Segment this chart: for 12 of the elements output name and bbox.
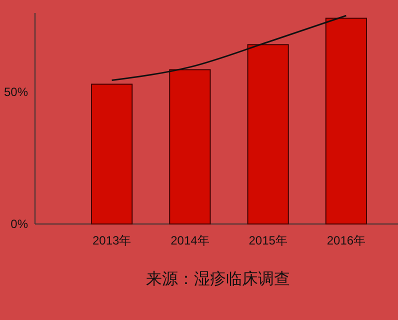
line-series bbox=[111, 14, 347, 82]
x-tick-label: 2015年 bbox=[248, 234, 288, 248]
x-tick-label: 2013年 bbox=[92, 234, 132, 248]
bar bbox=[169, 69, 211, 224]
y-tick-label: 0% bbox=[10, 216, 28, 231]
source-note: 来源：湿疹临床调查 bbox=[146, 269, 290, 288]
x-tick-label: 2016年 bbox=[326, 234, 366, 248]
x-tick-label: 2014年 bbox=[170, 234, 210, 248]
bar bbox=[325, 18, 367, 224]
y-tick-label: 50% bbox=[4, 84, 28, 99]
bar bbox=[91, 84, 133, 224]
bar bbox=[247, 44, 289, 224]
